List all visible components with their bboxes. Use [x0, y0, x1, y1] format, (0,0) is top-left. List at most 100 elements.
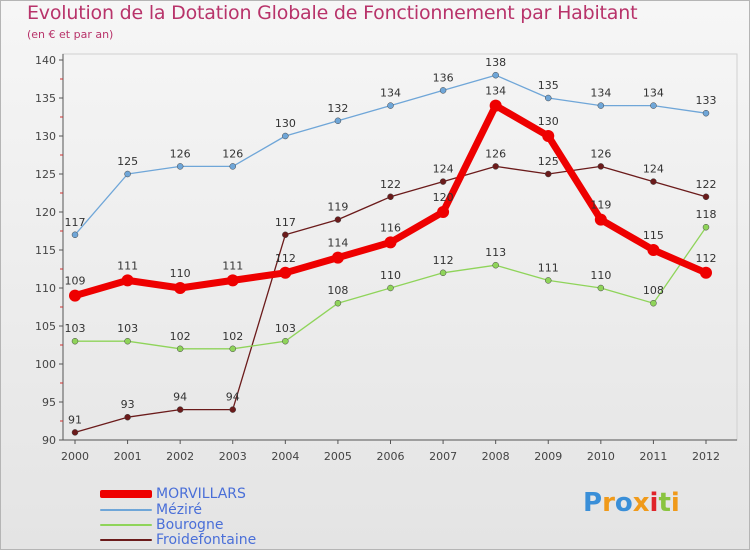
x-tick-label: 2009	[534, 450, 562, 463]
y-tick-label: 115	[35, 244, 56, 257]
y-tick-label: 95	[42, 396, 56, 409]
chart-subtitle: (en € et par an)	[27, 28, 114, 41]
data-point	[229, 163, 236, 170]
y-tick-label: 90	[42, 434, 56, 447]
data-point	[387, 102, 394, 109]
data-label: 130	[538, 115, 559, 128]
data-point	[387, 193, 394, 201]
data-label: 120	[433, 191, 454, 204]
data-label: 134	[590, 87, 611, 100]
data-label: 110	[380, 269, 401, 282]
data-point	[331, 251, 344, 264]
data-label: 102	[222, 330, 243, 343]
data-point	[492, 261, 499, 269]
data-point	[334, 117, 342, 125]
data-label: 124	[433, 163, 454, 176]
data-point	[439, 178, 447, 185]
data-label: 103	[117, 322, 138, 335]
series-line-froidefontaine	[74, 165, 707, 434]
legend-swatch-morvillars	[100, 490, 152, 498]
legend-swatch-mezire	[100, 509, 152, 511]
data-label: 135	[538, 79, 559, 92]
data-label: 111	[117, 259, 138, 272]
data-label: 138	[485, 56, 506, 69]
data-label: 119	[590, 199, 611, 212]
data-label: 126	[222, 147, 243, 160]
logo-letter: t	[658, 488, 671, 518]
data-point	[282, 231, 289, 239]
data-label: 119	[327, 201, 348, 214]
data-point	[334, 299, 342, 307]
x-tick-label: 2003	[219, 450, 247, 463]
data-point	[545, 170, 552, 178]
y-tick-label: 120	[35, 206, 56, 219]
y-tick-label: 140	[35, 54, 56, 67]
data-label: 111	[222, 259, 243, 272]
data-point	[650, 299, 657, 307]
data-point	[597, 284, 605, 292]
logo-letter: P	[583, 488, 603, 518]
logo-letter: r	[602, 488, 615, 518]
x-tick-label: 2007	[429, 450, 457, 463]
data-label: 103	[65, 322, 86, 335]
data-point	[124, 170, 131, 178]
data-point	[702, 223, 710, 231]
data-point	[650, 102, 657, 109]
chart-title: Evolution de la Dotation Globale de Fonc…	[27, 2, 638, 24]
x-tick-label: 2004	[271, 450, 299, 463]
data-point	[279, 266, 292, 279]
data-point	[124, 413, 131, 421]
data-label: 134	[643, 87, 664, 100]
data-label: 93	[121, 398, 135, 411]
data-label: 125	[117, 155, 138, 168]
data-label: 136	[433, 71, 454, 84]
logo-letter: x	[632, 488, 650, 518]
data-label: 112	[696, 252, 717, 265]
data-label: 122	[380, 178, 401, 191]
data-label: 126	[170, 147, 191, 160]
legend-item-froidefontaine: Froidefontaine	[100, 532, 257, 548]
data-label: 125	[538, 155, 559, 168]
legend-item-bourogne: Bourogne	[100, 517, 223, 533]
data-point	[71, 231, 79, 239]
data-label: 112	[433, 254, 454, 267]
logo-letter: i	[649, 488, 659, 518]
data-point	[439, 269, 447, 277]
y-tick-label: 135	[35, 92, 56, 105]
data-label: 126	[590, 147, 611, 160]
data-point	[176, 163, 184, 170]
data-label: 130	[275, 117, 296, 130]
legend-item-morvillars: MORVILLARS	[100, 486, 246, 502]
data-point	[124, 337, 131, 345]
data-label: 113	[485, 246, 506, 259]
data-label: 108	[643, 284, 664, 297]
data-point	[437, 206, 450, 218]
data-point	[702, 109, 710, 117]
y-tick-label: 100	[35, 358, 56, 371]
legend-label-mezire: Méziré	[156, 502, 202, 518]
data-label: 133	[696, 94, 717, 107]
data-label: 126	[485, 147, 506, 160]
y-tick-label: 130	[35, 130, 56, 143]
data-label: 118	[696, 208, 717, 221]
data-label: 91	[68, 413, 82, 426]
data-point	[71, 429, 79, 436]
data-point	[542, 130, 555, 142]
legend-label-froidefontaine: Froidefontaine	[156, 532, 257, 548]
x-tick-label: 2008	[482, 450, 510, 463]
data-label: 94	[226, 391, 240, 404]
data-point	[492, 163, 499, 170]
x-tick-label: 2005	[324, 450, 352, 463]
data-label: 134	[380, 87, 401, 100]
data-label: 117	[65, 216, 86, 229]
data-point	[545, 277, 552, 284]
y-tick-label: 110	[35, 282, 56, 295]
data-label: 110	[170, 267, 191, 280]
data-point	[176, 406, 184, 413]
x-tick-label: 2011	[639, 450, 667, 463]
data-point	[492, 71, 499, 79]
x-tick-label: 2006	[377, 450, 405, 463]
legend-label-morvillars: MORVILLARS	[156, 486, 246, 502]
data-point	[489, 99, 502, 112]
data-point	[384, 236, 397, 249]
